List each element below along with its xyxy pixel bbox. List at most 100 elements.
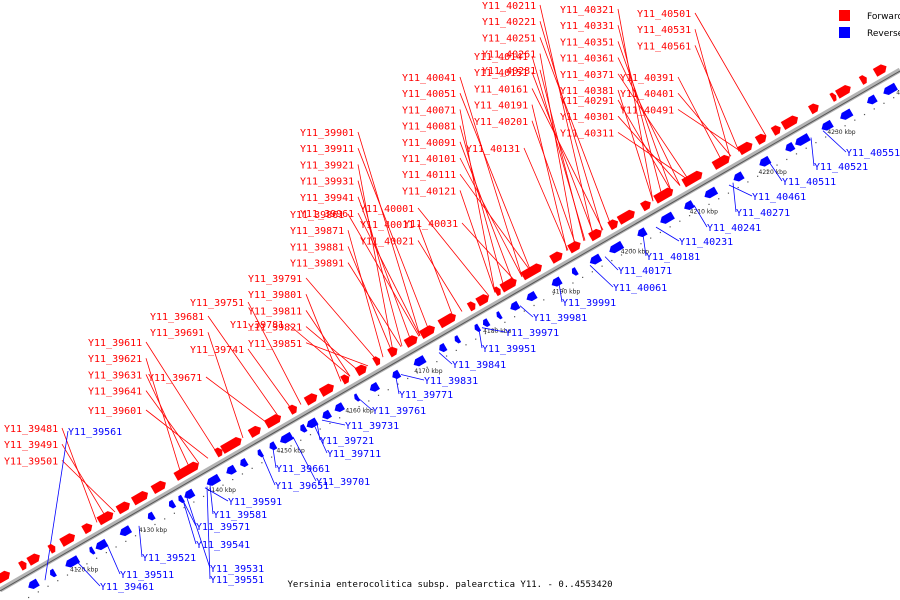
forward-leader-line [357,148,430,331]
forward-gene-shape [640,200,651,212]
forward-gene [0,570,10,584]
reverse-gene-shape [439,343,448,353]
reverse-leader-line [558,283,563,303]
forward-gene-label: Y11_39691 [150,328,204,339]
forward-gene-shape [354,364,367,377]
minor-tick [766,170,768,172]
forward-gene [607,219,619,231]
reverse-gene-label: Y11_39981 [533,313,587,324]
minor-tick [688,215,691,217]
reverse-gene-label: Y11_40061 [613,283,667,294]
forward-gene [499,278,517,293]
forward-gene [808,103,819,115]
reverse-gene [413,355,427,367]
reverse-leader-line [519,305,534,318]
forward-gene [18,560,27,571]
tick-label: 4160 kbp [345,408,373,415]
forward-leader-line [61,427,98,523]
reverse-gene-shape [840,108,854,120]
forward-leader-line [459,125,505,288]
reverse-gene-shape [322,409,332,420]
tick-label: 4210 kbp [690,209,718,216]
reverse-gene-shape [257,449,264,458]
forward-gene-shape [81,523,93,535]
forward-gene [858,75,867,85]
reverse-gene [147,511,156,521]
forward-leader-line [207,315,280,418]
forward-gene-label: Y11_40031 [404,219,458,230]
forward-leader-line [61,443,107,518]
reverse-gene [89,546,96,555]
forward-gene-label: Y11_39891 [290,259,344,270]
reverse-gene-label: Y11_39711 [327,449,381,460]
reverse-leader-line [292,436,317,482]
reverse-leader-line [693,204,708,228]
forward-gene-label: Y11_40081 [402,122,456,133]
minor-tick [309,434,312,436]
forward-gene-label: Y11_40561 [637,41,691,52]
tick-label: 4180 kbp [483,328,511,335]
reverse-gene-shape [684,200,695,211]
reverse-gene [269,441,278,451]
forward-leader-line [459,109,496,293]
forward-leader-line [205,376,269,424]
reverse-gene [184,488,196,499]
reverse-gene-label: Y11_39701 [316,477,370,488]
forward-leader-line [145,390,200,464]
minor-tick [718,198,720,200]
reverse-gene-shape [571,267,579,276]
forward-leader-line [305,326,360,372]
forward-leader-line [417,207,490,297]
forward-gene [59,533,76,547]
forward-gene-label: Y11_39801 [248,290,302,301]
reverse-gene [300,423,308,433]
reverse-gene [510,300,521,311]
forward-gene-shape [829,92,837,102]
forward-gene [616,209,635,225]
forward-leader-line [617,57,681,186]
forward-gene-label: Y11_40001 [360,204,414,215]
minor-tick [883,102,885,104]
reverse-leader-line [186,497,211,569]
forward-gene-shape [213,447,223,458]
reverse-leader-line [589,264,614,288]
reverse-gene [551,276,563,287]
reverse-gene-shape [280,431,294,444]
reverse-leader-line [478,329,483,349]
forward-gene [96,511,114,526]
forward-gene-shape [808,103,819,115]
forward-gene-label: Y11_40321 [560,5,614,16]
minor-tick [96,557,98,559]
reverse-gene-label: Y11_40521 [814,162,868,173]
forward-gene-shape [493,286,501,297]
forward-leader-line [357,131,421,336]
forward-gene-label: Y11_39871 [290,226,344,237]
reverse-gene [496,311,503,320]
forward-gene [770,125,781,136]
reverse-gene-shape [482,318,491,328]
forward-gene-label: Y11_40381 [560,86,614,97]
reverse-leader-line [204,487,229,502]
forward-leader-line [357,164,394,352]
reverse-leader-line [400,374,425,381]
forward-gene-shape [858,75,867,85]
forward-gene-label: Y11_40331 [560,21,614,32]
minor-tick [795,153,798,155]
forward-leader-line [247,301,302,405]
minor-tick [105,551,107,554]
reverse-gene-label: Y11_40271 [736,208,790,219]
minor-tick [86,563,88,565]
reverse-gene-shape [883,82,898,95]
minor-tick [815,142,817,144]
reverse-gene-label: Y11_39661 [276,464,330,475]
reverse-leader-line [358,398,373,411]
reverse-gene-label: Y11_39991 [562,298,616,309]
reverse-gene [50,568,57,578]
forward-gene-shape [418,325,435,339]
reverse-gene [637,227,648,238]
reverse-leader-line [272,448,277,469]
reverse-gene [526,290,538,302]
forward-leader-line [617,132,690,181]
minor-tick [154,523,156,526]
legend-forward-label: Forward [867,12,900,22]
